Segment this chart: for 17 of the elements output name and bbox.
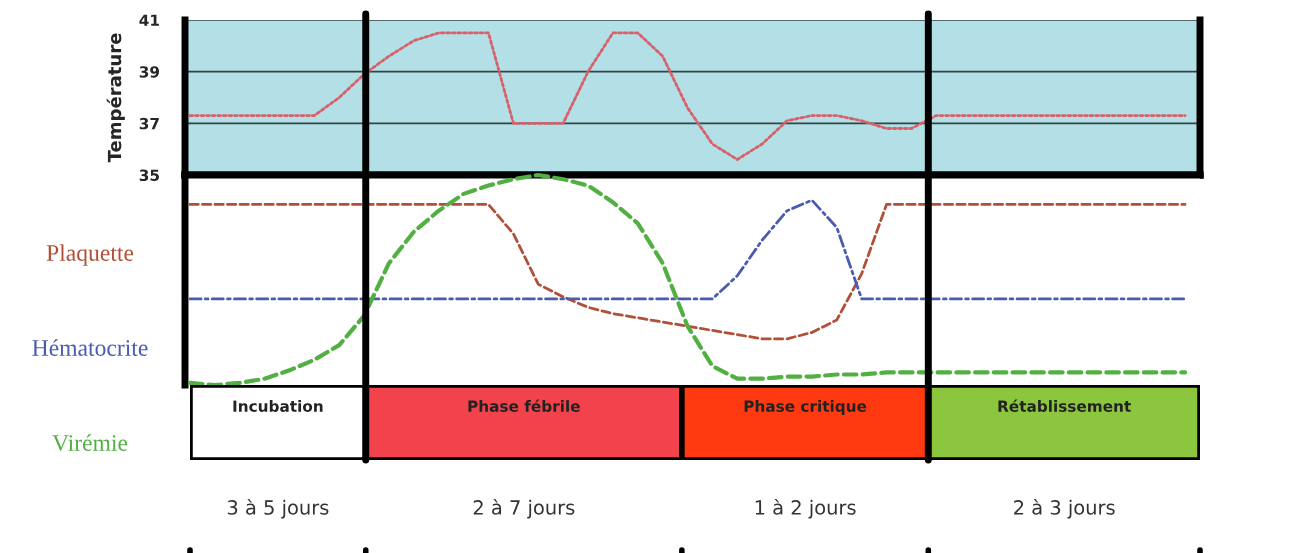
y-tick-label: 41: [139, 14, 159, 26]
y-tick-label: 35: [139, 169, 159, 182]
text: Hématocrite: [32, 339, 148, 356]
text: Plaquette: [46, 244, 134, 266]
text: 3 à 5 jours: [227, 498, 329, 519]
series-label: Rétablissement: [998, 399, 1131, 412]
y-tick-label: 39: [139, 66, 160, 78]
series-label: Phase critique: [744, 400, 867, 415]
series-label: Incubation: [233, 400, 323, 412]
series-label: Phase fébrile: [468, 399, 580, 412]
text: Virémie: [52, 434, 128, 452]
line-series: [188, 31, 1187, 161]
text: 2 à 3 jours: [1014, 498, 1115, 519]
text: 1 à 2 jours: [755, 498, 856, 519]
text: 2 à 7 jours: [473, 498, 575, 519]
y-axis-title: Température: [106, 33, 125, 163]
y-tick-label: 37: [139, 117, 159, 130]
